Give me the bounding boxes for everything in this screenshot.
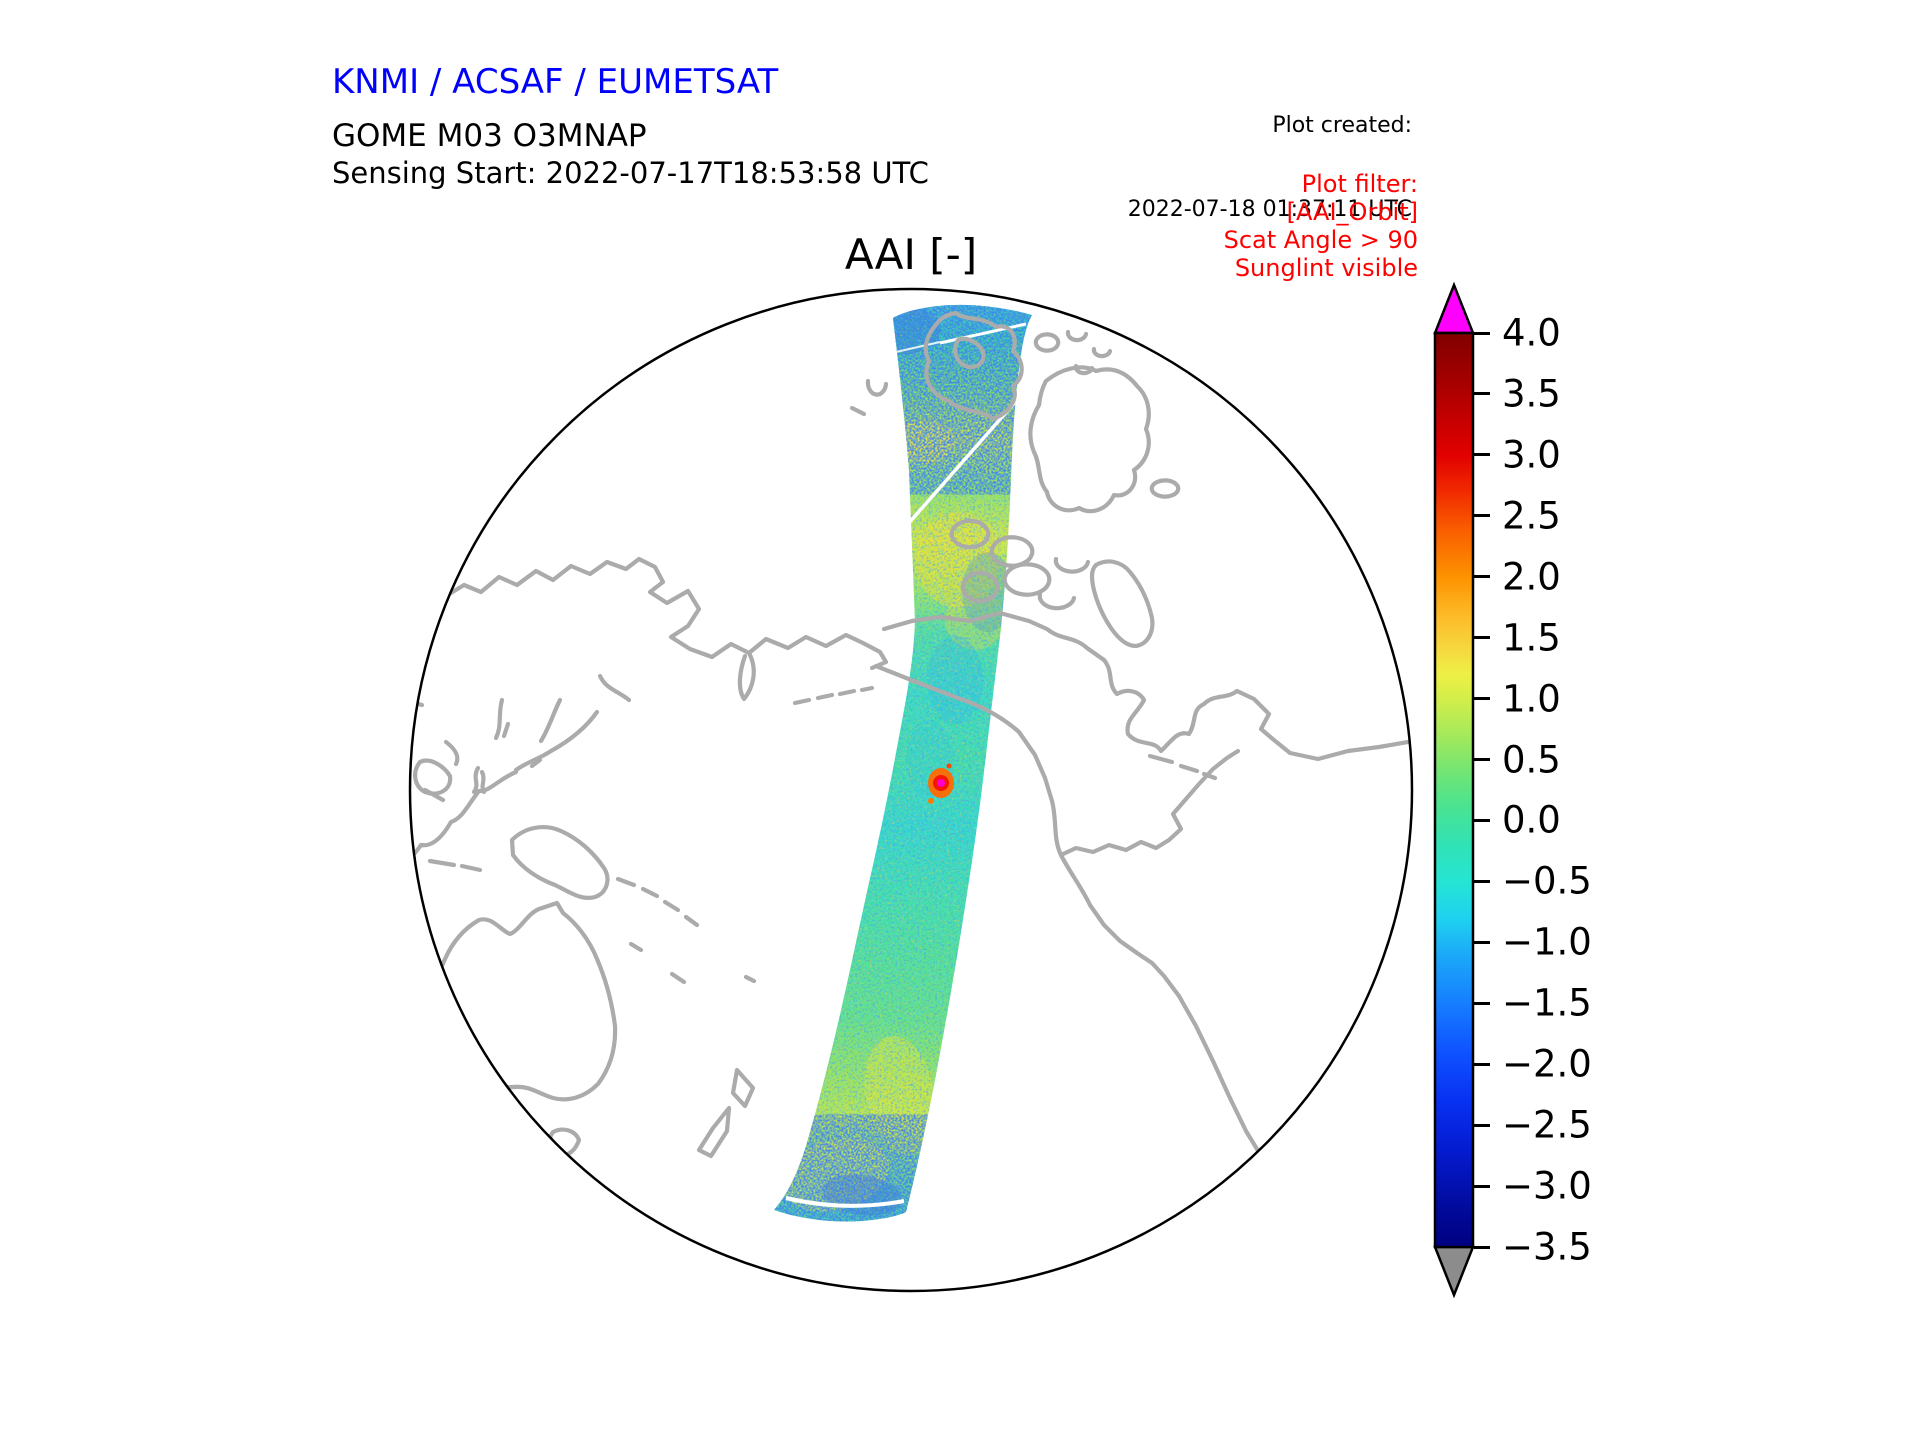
- page-title: KNMI / ACSAF / EUMETSAT: [332, 62, 779, 102]
- colorbar-tick: [1474, 1184, 1490, 1188]
- colorbar-tick: [1474, 636, 1490, 640]
- colorbar-tick: [1474, 453, 1490, 457]
- colorbar-tick: [1474, 940, 1490, 944]
- colorbar-tick-label: −3.5: [1502, 1225, 1592, 1269]
- colorbar-tick: [1474, 331, 1490, 335]
- plot-created-label: Plot created:: [1272, 112, 1412, 138]
- colorbar-tick: [1474, 818, 1490, 822]
- colorbar-tick: [1474, 1001, 1490, 1005]
- plot-created: Plot created: 2022-07-18 01:37:11 UTC: [1128, 56, 1412, 280]
- plot-filter-line: Scat Angle > 90: [1223, 226, 1418, 255]
- colorbar-tick: [1474, 1062, 1490, 1066]
- colorbar-tick-label: −2.0: [1502, 1042, 1592, 1086]
- colorbar-tick-label: −1.5: [1502, 981, 1592, 1025]
- colorbar-tick-label: 3.0: [1502, 433, 1561, 477]
- colorbar-tick-label: −3.0: [1502, 1164, 1592, 1208]
- globe-outline: [408, 287, 1414, 1293]
- colorbar-under-arrow: [1433, 1245, 1475, 1299]
- colorbar-tick-label: 1.5: [1502, 616, 1561, 660]
- plot-filter-line: Sunglint visible: [1234, 254, 1418, 283]
- colorbar-tick: [1474, 1123, 1490, 1127]
- plot-filter-line: [AAI_Orbit]: [1286, 198, 1418, 227]
- colorbar-over-arrow: [1433, 281, 1475, 335]
- colorbar-tick-label: 2.5: [1502, 494, 1561, 538]
- product-name: GOME M03 O3MNAP: [332, 118, 647, 154]
- colorbar-tick: [1474, 575, 1490, 579]
- colorbar-gradient: [1433, 331, 1475, 1249]
- sensing-start: Sensing Start: 2022-07-17T18:53:58 UTC: [332, 156, 929, 190]
- colorbar-tick-label: 2.0: [1502, 555, 1561, 599]
- colorbar-tick: [1474, 697, 1490, 701]
- colorbar-tick: [1474, 392, 1490, 396]
- colorbar: [1433, 281, 1475, 1299]
- colorbar-tick-label: −2.5: [1502, 1103, 1592, 1147]
- plot-filter-line: Plot filter:: [1301, 170, 1418, 198]
- colorbar-tick: [1474, 1245, 1490, 1249]
- colorbar-tick: [1474, 879, 1490, 883]
- colorbar-tick-label: 0.5: [1502, 738, 1561, 782]
- colorbar-tick-label: 4.0: [1502, 311, 1561, 355]
- colorbar-tick: [1474, 758, 1490, 762]
- colorbar-tick: [1474, 514, 1490, 518]
- map-title: AAI [-]: [844, 230, 978, 279]
- colorbar-tick-label: −0.5: [1502, 859, 1592, 903]
- plot-created-timestamp: 2022-07-18 01:37:11 UTC: [1127, 196, 1412, 222]
- satellite-swath-texture: [774, 304, 1032, 1222]
- aerosol-hotspot: [928, 763, 954, 804]
- swath-data-gap-lines: [785, 322, 1027, 1208]
- colorbar-tick-label: 0.0: [1502, 798, 1561, 842]
- plot-filter-note: Plot filter: [AAI_Orbit] Scat Angle > 90 Su…: [1224, 170, 1418, 282]
- colorbar-tick-label: 1.0: [1502, 677, 1561, 721]
- satellite-swath: [774, 304, 1032, 1222]
- colorbar-tick-label: −1.0: [1502, 920, 1592, 964]
- colorbar-tick-label: 3.5: [1502, 372, 1561, 416]
